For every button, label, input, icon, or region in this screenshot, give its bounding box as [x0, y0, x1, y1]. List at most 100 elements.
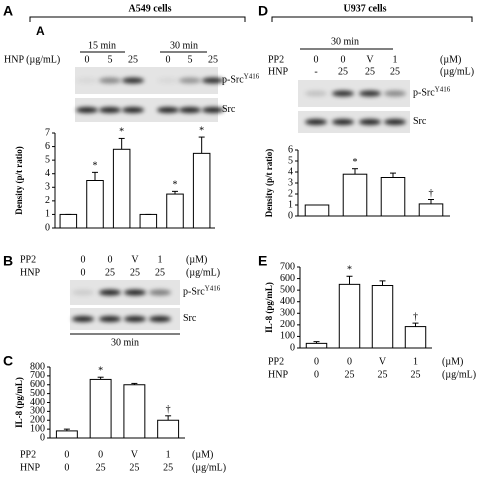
- y-tick-label: 5: [288, 155, 293, 166]
- y-tick-label: 4: [45, 168, 50, 179]
- blot-band: [179, 77, 201, 84]
- panel-title: U937 cells: [343, 3, 386, 14]
- y-axis-label: IL-8 (pg/mL): [14, 377, 24, 428]
- blot-band: [157, 107, 179, 113]
- band-sup: Y416: [244, 72, 260, 80]
- blot-band: [149, 316, 171, 322]
- condition-value: 25: [338, 66, 348, 77]
- condition-value: 25: [411, 369, 421, 380]
- bar: [157, 419, 180, 439]
- bar: [404, 326, 427, 349]
- band-label: p-SrcY416: [222, 72, 260, 86]
- y-tick-label: 500: [30, 388, 45, 399]
- panel-letter: A: [3, 3, 13, 19]
- bar: [55, 430, 78, 439]
- bar: [112, 148, 131, 229]
- y-tick-label: 0: [40, 432, 45, 443]
- condition-unit: (µg/mL): [192, 462, 226, 473]
- blot-band: [305, 90, 327, 97]
- condition-value: 0: [347, 356, 352, 367]
- y-tick-label: 7: [45, 127, 50, 138]
- blot-band: [202, 77, 224, 84]
- y-tick-label: 700: [30, 370, 45, 381]
- band-sup: Y416: [435, 85, 451, 93]
- y-tick-label: 3: [288, 177, 293, 188]
- condition-value: 25: [208, 54, 218, 65]
- condition-value: V: [131, 449, 139, 460]
- y-tick-label: 2: [45, 195, 50, 206]
- y-tick-label: 200: [30, 415, 45, 426]
- significance-mark: *: [98, 366, 103, 377]
- blot-band: [157, 77, 179, 84]
- significance-mark: †: [429, 188, 434, 199]
- blot-band: [124, 289, 146, 296]
- condition-value: V: [379, 356, 387, 367]
- y-tick-label: 4: [288, 166, 293, 177]
- time-label: 30 min: [111, 337, 139, 348]
- band-label: Src: [413, 116, 427, 127]
- bar: [123, 384, 146, 439]
- y-tick-label: 6: [288, 144, 293, 155]
- significance-mark: †: [413, 311, 418, 322]
- y-tick-label: 700: [280, 261, 295, 272]
- y-tick-label: 5: [45, 154, 50, 165]
- band-label: p-SrcY416: [183, 284, 221, 298]
- condition-name: HNP: [20, 462, 40, 473]
- condition-value: V: [366, 54, 374, 65]
- y-tick-label: 1: [288, 199, 293, 210]
- band-name: Src: [222, 104, 236, 115]
- y-tick-label: 3: [45, 182, 50, 193]
- condition-value: 25: [128, 54, 138, 65]
- bar: [380, 177, 406, 217]
- band-name: p-Src: [222, 75, 244, 86]
- blot-band: [76, 107, 98, 113]
- condition-value: 25: [155, 267, 165, 278]
- y-tick-label: 1: [45, 209, 50, 220]
- blot-band: [76, 77, 98, 84]
- band-name: Src: [183, 313, 197, 324]
- y-tick-label: 200: [280, 319, 295, 330]
- time-label: 15 min: [88, 40, 116, 51]
- y-tick-label: 0: [290, 342, 295, 353]
- blot-band: [179, 107, 201, 113]
- condition-value: 25: [129, 462, 139, 473]
- bar: [371, 285, 394, 349]
- y-tick-label: 0: [45, 222, 50, 233]
- blot-band: [202, 107, 224, 113]
- condition-value: 1: [158, 254, 163, 265]
- bar: [59, 213, 78, 229]
- condition-value: 0: [166, 54, 171, 65]
- panel-letter: B: [3, 253, 13, 269]
- condition-value: 25: [130, 267, 140, 278]
- y-tick-label: 800: [30, 361, 45, 372]
- condition-value: 0: [64, 462, 69, 473]
- condition-value: 0: [64, 449, 69, 460]
- band-label: Src: [222, 104, 236, 115]
- condition-value: 0: [85, 54, 90, 65]
- condition-value: 0: [98, 449, 103, 460]
- condition-value: 1: [166, 449, 171, 460]
- condition-unit: (µg/mL): [440, 66, 474, 77]
- condition-value: 0: [81, 267, 86, 278]
- panel-letter: C: [3, 353, 13, 369]
- condition-unit: (µg/mL): [186, 267, 220, 278]
- condition-name: HNP: [268, 66, 288, 77]
- blot-band: [384, 90, 406, 97]
- condition-name: PP2: [268, 356, 284, 367]
- blot-band: [359, 119, 381, 125]
- bar: [304, 204, 330, 217]
- blot-band: [122, 77, 144, 84]
- y-tick-label: 300: [280, 308, 295, 319]
- y-tick-label: 300: [30, 406, 45, 417]
- y-tick-label: 0: [288, 210, 293, 221]
- y-tick-label: 600: [280, 273, 295, 284]
- y-tick-label: 400: [30, 397, 45, 408]
- y-tick-label: 500: [280, 284, 295, 295]
- y-tick-label: 100: [30, 423, 45, 434]
- blot-band: [332, 90, 354, 97]
- bar: [139, 213, 158, 229]
- condition-name: PP2: [268, 54, 284, 65]
- band-name: p-Src: [413, 88, 435, 99]
- blot-band: [124, 316, 146, 322]
- y-axis-label: Density (p/t ratio): [264, 149, 274, 218]
